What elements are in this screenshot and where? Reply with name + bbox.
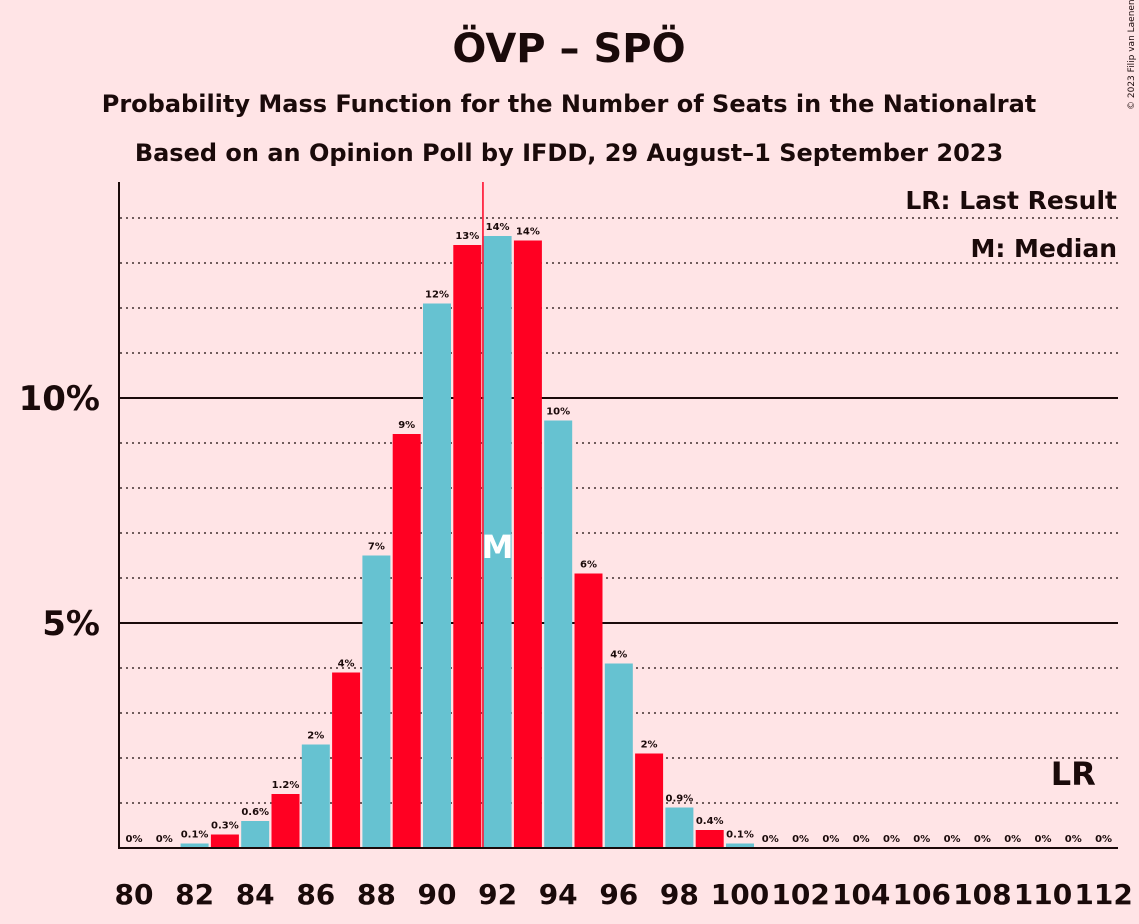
data-label-seat-90: 12% [425, 290, 449, 301]
x-tick-label: 92 [478, 878, 517, 911]
y-tick-label: 5% [42, 604, 100, 644]
x-tick-label: 96 [599, 878, 638, 911]
data-label-seat-99: 0.4% [696, 816, 724, 827]
chart-subtitle-poll: Based on an Opinion Poll by IFDD, 29 Aug… [135, 139, 1003, 167]
bar-seat-82 [180, 843, 209, 848]
bar-seat-100 [726, 843, 754, 848]
bar-seat-84 [241, 821, 270, 848]
data-label-seat-96: 4% [610, 650, 627, 661]
x-tick-label: 80 [115, 878, 154, 911]
x-tick-label: 102 [771, 878, 829, 911]
x-tick-label: 106 [893, 878, 951, 911]
bar-seat-83 [210, 834, 239, 848]
median-marker: M [482, 528, 514, 566]
data-label-seat-92: 14% [486, 222, 510, 233]
data-label-seat-86: 2% [307, 731, 324, 742]
y-axis-ticks: 5% 10% [19, 379, 100, 644]
x-tick-label: 94 [539, 878, 578, 911]
data-label-seat-104: 0% [853, 834, 870, 845]
bar-seat-87 [332, 672, 361, 848]
data-label-seat-110: 0% [1035, 834, 1052, 845]
data-label-seat-83: 0.3% [211, 821, 239, 832]
bar-seat-95 [574, 573, 603, 848]
copyright-text: © 2023 Filip van Laenen [1127, 0, 1137, 110]
data-label-seat-82: 0.1% [181, 830, 209, 841]
x-tick-label: 108 [953, 878, 1011, 911]
data-label-seat-85: 1.2% [272, 780, 300, 791]
bar-seat-86 [301, 744, 330, 848]
bar-seat-93 [513, 240, 542, 848]
data-label-seat-105: 0% [883, 834, 900, 845]
data-label-seat-91: 13% [455, 231, 479, 242]
data-label-seat-102: 0% [792, 834, 809, 845]
x-axis-ticks: 80 82 84 86 88 90 92 94 96 98 100 102 104 106 108 110 11… [115, 878, 1133, 911]
y-tick-label: 10% [19, 379, 100, 419]
data-label-seat-87: 4% [338, 659, 355, 670]
x-tick-label: 110 [1014, 878, 1072, 911]
chart-subtitle: Probability Mass Function for the Number… [102, 90, 1037, 118]
data-label-seat-109: 0% [1004, 834, 1021, 845]
data-label-seat-89: 9% [398, 420, 415, 431]
x-tick-label: 82 [175, 878, 214, 911]
data-label-seat-94: 10% [546, 407, 570, 418]
bar-seat-94 [544, 420, 573, 848]
data-label-seat-95: 6% [580, 560, 597, 571]
bar-seat-92 [483, 236, 512, 848]
bars-group [180, 236, 754, 848]
data-label-seat-111: 0% [1065, 834, 1082, 845]
bar-seat-88 [362, 555, 391, 848]
data-label-seat-103: 0% [822, 834, 839, 845]
data-label-seat-93: 14% [516, 227, 540, 238]
data-label-seat-106: 0% [913, 834, 930, 845]
bar-seat-98 [665, 807, 694, 848]
bar-seat-85 [271, 794, 300, 848]
bar-seat-91 [453, 245, 482, 848]
x-tick-label: 100 [711, 878, 769, 911]
data-labels-group: 0% 0% 0.1%0.3%0.6%1.2%2%4%7%9%12%13%14% 14%… [126, 222, 1113, 845]
bar-seat-90 [423, 303, 451, 848]
x-tick-label: 88 [357, 878, 396, 911]
last-result-marker: LR [1051, 755, 1096, 793]
x-tick-label: 90 [418, 878, 457, 911]
legend-last-result: LR: Last Result [905, 186, 1117, 215]
markers-group: M LR [482, 182, 1096, 848]
x-tick-label: 98 [660, 878, 699, 911]
data-label-seat-88: 7% [368, 542, 385, 553]
chart-title: ÖVP – SPÖ [452, 24, 685, 72]
data-label-seat-107: 0% [944, 834, 961, 845]
data-label-seat-84: 0.6% [241, 807, 269, 818]
x-tick-label: 86 [296, 878, 335, 911]
bar-seat-89 [392, 434, 421, 848]
data-label-seat-112: 0% [1095, 834, 1112, 845]
x-tick-label: 84 [236, 878, 275, 911]
x-tick-label: 104 [832, 878, 890, 911]
data-label-seat-101: 0% [762, 834, 779, 845]
bar-seat-96 [604, 663, 633, 848]
legend-median: M: Median [970, 234, 1117, 263]
bar-seat-99 [695, 830, 724, 848]
x-tick-label: 112 [1074, 878, 1132, 911]
data-label-seat-97: 2% [641, 740, 658, 751]
data-label-seat-100: 0.1% [726, 830, 754, 841]
data-label-seat-98: 0.9% [666, 794, 694, 805]
data-label-seat-108: 0% [974, 834, 991, 845]
data-label-seat-81: 0% [156, 834, 173, 845]
data-label-seat-80: 0% [126, 834, 143, 845]
bar-seat-97 [635, 753, 664, 848]
